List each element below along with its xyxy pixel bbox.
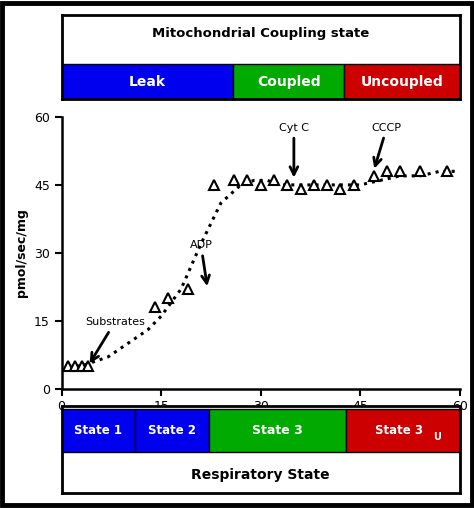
- Text: Uncoupled: Uncoupled: [361, 75, 443, 89]
- Text: Mitochondrial Coupling state: Mitochondrial Coupling state: [152, 27, 369, 40]
- Text: Leak: Leak: [129, 75, 166, 89]
- Bar: [344, 64, 460, 100]
- Bar: [346, 409, 460, 452]
- Text: State 3: State 3: [375, 424, 423, 437]
- Text: State 1: State 1: [74, 424, 122, 437]
- Bar: [135, 409, 209, 452]
- Bar: [62, 64, 233, 100]
- Text: Cyt C: Cyt C: [279, 122, 309, 175]
- Text: Coupled: Coupled: [257, 75, 320, 89]
- Bar: [233, 64, 344, 100]
- Bar: [62, 409, 135, 452]
- Y-axis label: pmol/sec/mg: pmol/sec/mg: [15, 208, 28, 297]
- Text: ADP: ADP: [190, 240, 212, 283]
- Text: Substrates: Substrates: [85, 317, 145, 361]
- Text: U: U: [433, 432, 441, 442]
- Text: Respiratory State: Respiratory State: [191, 468, 330, 483]
- X-axis label: Time (mins): Time (mins): [214, 419, 307, 433]
- Text: State 3: State 3: [252, 424, 303, 437]
- Text: State 2: State 2: [148, 424, 196, 437]
- Text: CCCP: CCCP: [372, 122, 402, 166]
- Bar: [209, 409, 346, 452]
